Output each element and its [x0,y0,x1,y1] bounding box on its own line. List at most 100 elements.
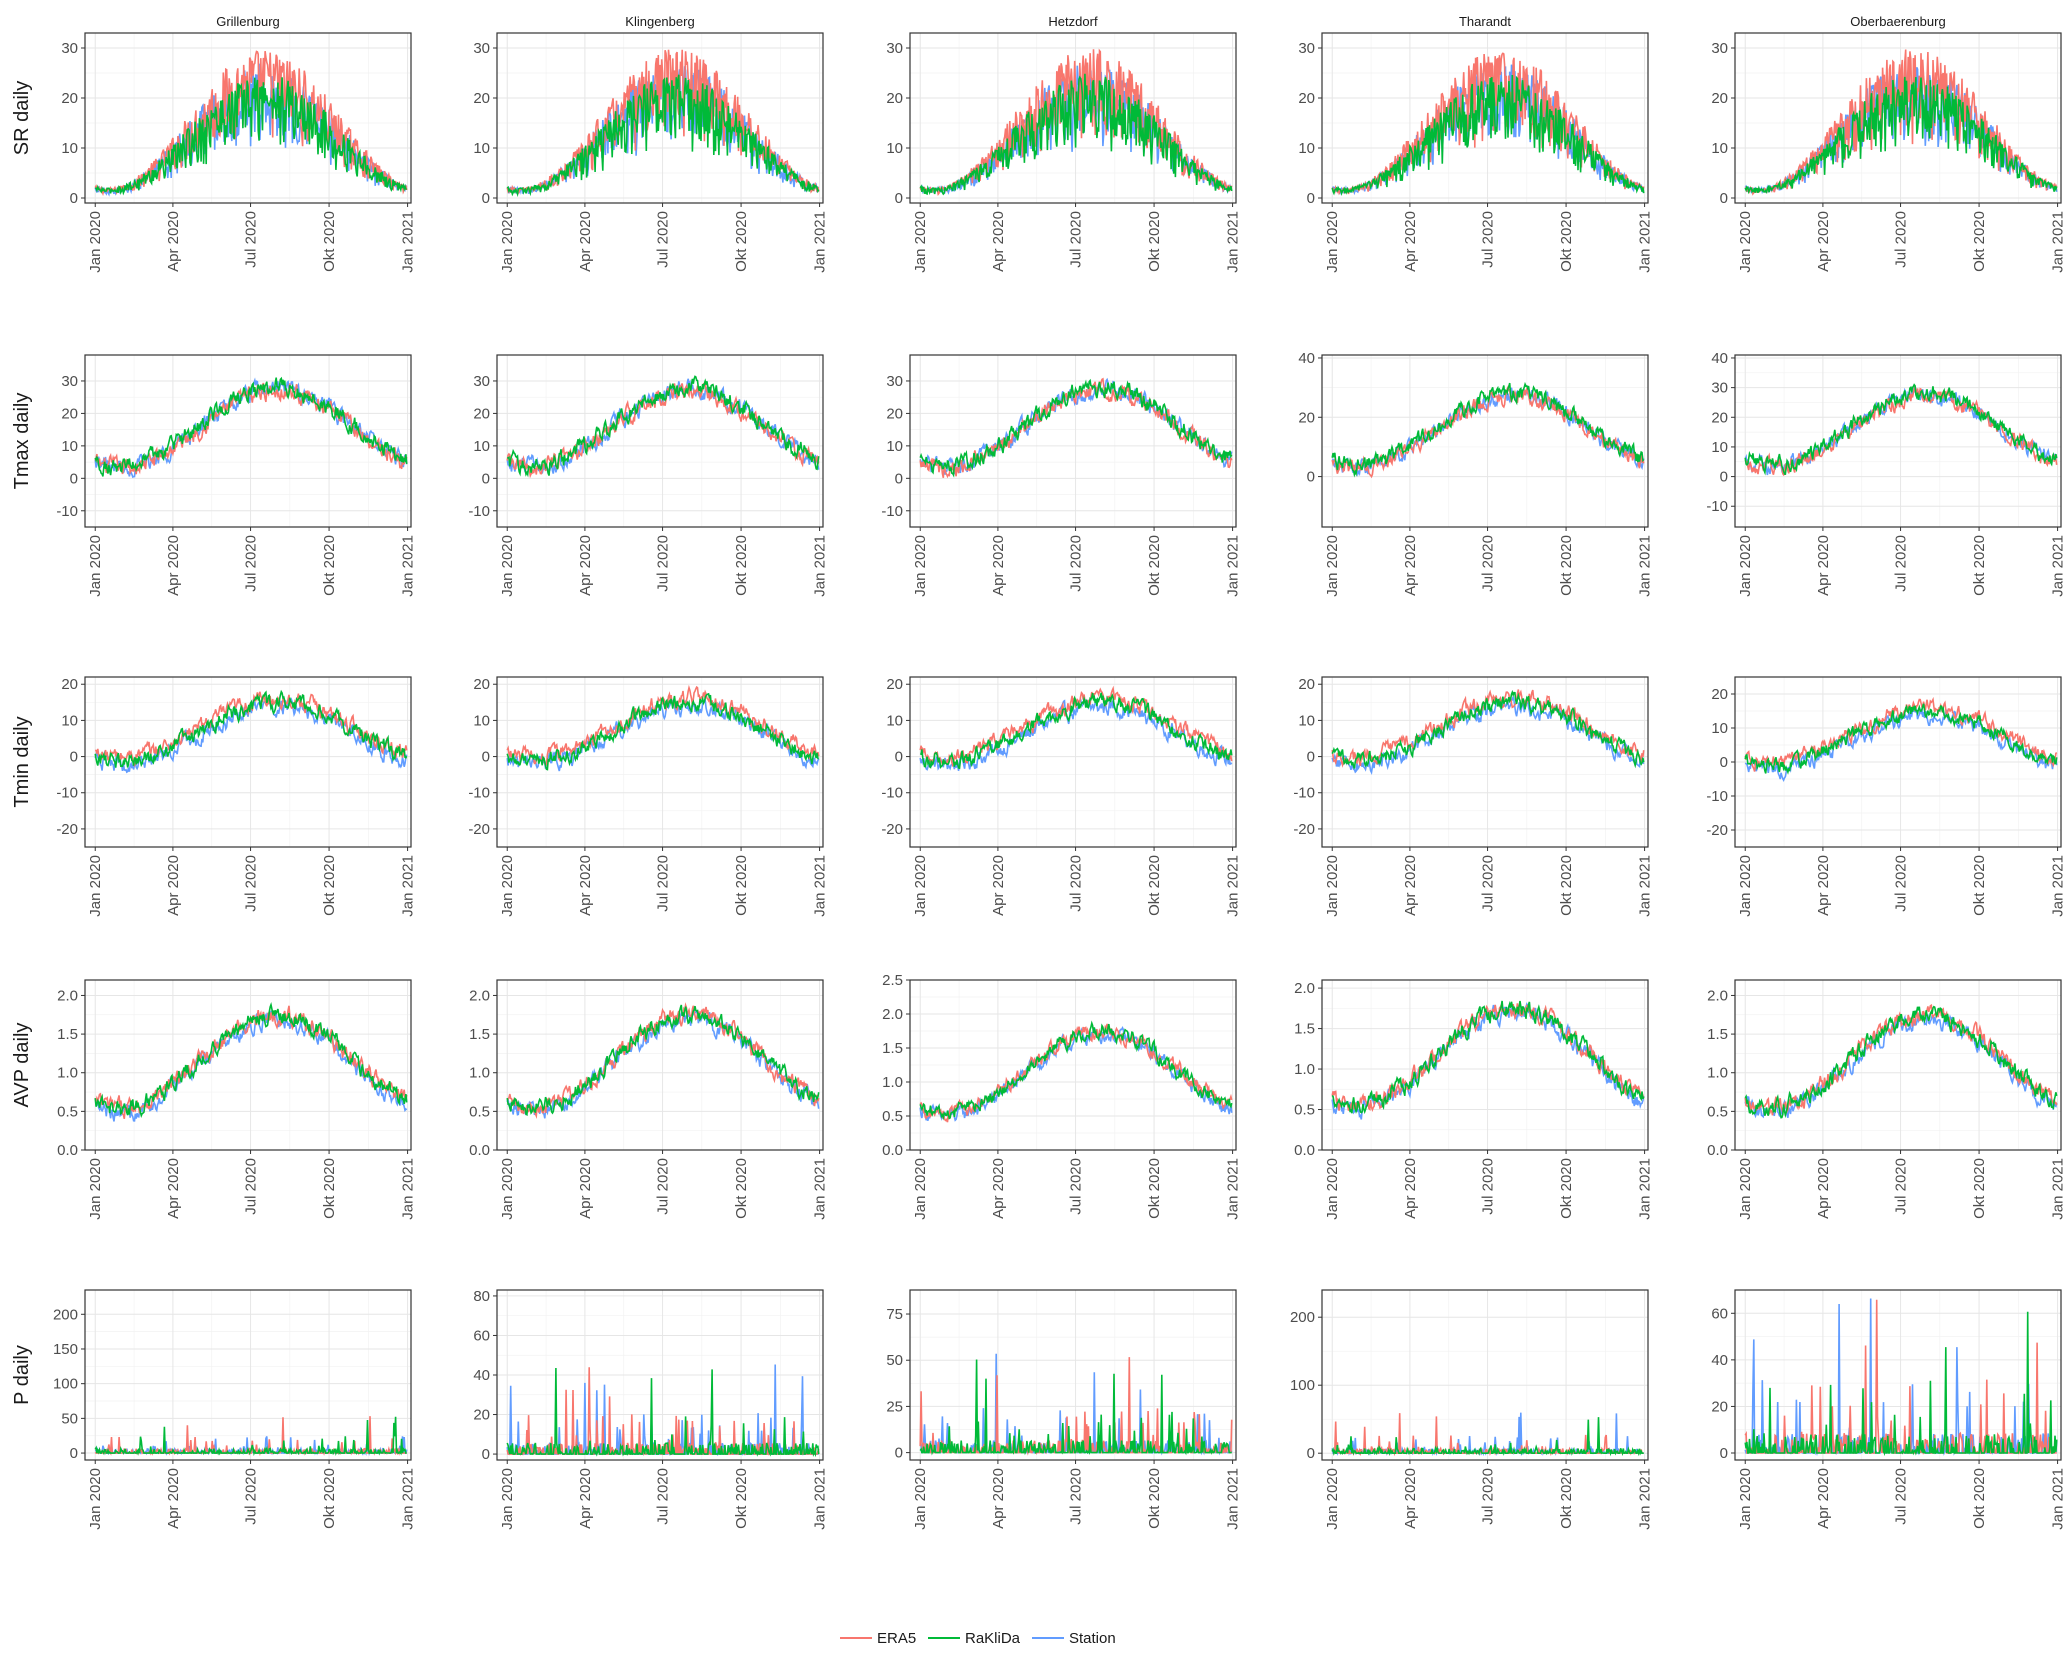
x-tick-label: Okt 2020 [1558,1468,1575,1529]
y-tick-label: 0 [1307,190,1315,207]
panel-sr-klingenberg: 0 10 20 30 Jan 2020 Apr 2020 Jul 2020 Okt 2020 J… [473,32,829,273]
y-tick-label: 10 [1298,140,1315,157]
x-tick-label: Apr 2020 [1815,211,1832,272]
x-tick-label: Jan 2020 [499,1468,516,1530]
x-tick-label: Jan 2020 [1737,855,1754,917]
y-tick-label: 30 [1711,40,1728,57]
x-tick-label: Jan 2020 [912,1158,929,1220]
y-tick-label: 1.0 [1707,1065,1728,1082]
panel-tmax-oberbaerenburg: -10 0 10 20 30 40 Jan 2020 Apr 2020 Jul 2020 Okt … [1706,350,2066,597]
x-tick-label: Apr 2020 [990,855,1007,916]
x-tick-label: Apr 2020 [1402,1158,1419,1219]
x-tick-label: Jan 2020 [1324,1468,1341,1530]
y-tick-label: 0.5 [1294,1102,1315,1119]
x-tick-label: Jan 2020 [87,1468,104,1530]
panel-background [1735,1290,2061,1460]
legend-item-station: Station [1032,1630,1116,1647]
panel-sr-hetzdorf: 0 10 20 30 Jan 2020 Apr 2020 Jul 2020 Okt 2020 J… [886,32,1242,273]
series-line-era5 [94,50,408,197]
x-tick-label: Jul 2020 [655,1158,672,1215]
x-tick-label: Jan 2020 [912,1468,929,1530]
x-tick-label: Jan 2021 [2050,535,2067,597]
y-tick-label: 30 [886,373,903,390]
x-tick-label: Jan 2021 [2050,855,2067,917]
panel-sr-oberbaerenburg: 0 10 20 30 Jan 2020 Apr 2020 Jul 2020 Okt 2020 J… [1711,32,2067,273]
panel-p-tharandt: 0 100 200 Jan 2020 Apr 2020 Jul 2020 Okt 2020 J… [1290,1289,1654,1530]
x-tick-label: Jan 2020 [87,535,104,597]
panel-border [496,676,824,848]
y-tick-label: 0.5 [57,1103,78,1120]
x-tick-label: Jan 2020 [1324,535,1341,597]
row-label-sr: SR daily [11,81,33,155]
y-tick-label: 0 [1307,749,1315,766]
x-tick-label: Apr 2020 [990,535,1007,596]
x-tick-label: Jan 2020 [499,211,516,273]
y-tick-label: 40 [1298,350,1315,367]
panel-tmin-klingenberg: -20 -10 0 10 20 Jan 2020 Apr 2020 Jul 2020 Okt 2… [468,676,828,917]
x-tick-label: Jul 2020 [1893,1158,1910,1215]
x-tick-label: Jul 2020 [655,855,672,912]
legend-item-era5: ERA5 [840,1630,916,1647]
y-tick-label: 2.5 [882,972,903,989]
panel-tmax-tharandt: 0 20 40 Jan 2020 Apr 2020 Jul 2020 Okt 2020 Jan… [1298,350,1653,597]
x-tick-label: Okt 2020 [1558,535,1575,596]
x-tick-label: Jan 2021 [1637,211,1654,273]
x-tick-label: Okt 2020 [321,211,338,272]
series-line-raklida [94,1416,407,1457]
x-tick-label: Jan 2020 [1324,855,1341,917]
series-line-raklida [506,74,820,198]
y-tick-label: 10 [1711,439,1728,456]
y-tick-label: 0 [895,749,903,766]
y-tick-label: 1.5 [882,1040,903,1057]
x-tick-label: Jan 2020 [87,211,104,273]
x-tick-label: Jan 2021 [1637,1158,1654,1220]
y-tick-label: 75 [886,1306,903,1323]
series-line-raklida [919,73,1233,196]
x-tick-label: Apr 2020 [1402,1468,1419,1529]
y-tick-label: 10 [886,140,903,157]
x-tick-label: Jan 2020 [1737,1158,1754,1220]
legend-label: RaKliDa [965,1630,1021,1647]
x-tick-label: Jul 2020 [1480,211,1497,268]
panel-border [84,1289,412,1461]
x-tick-label: Jul 2020 [655,211,672,268]
series-line-era5 [1331,385,1645,479]
y-tick-label: -10 [881,785,903,802]
y-tick-label: 20 [473,1407,490,1424]
y-tick-label: -10 [881,503,903,520]
x-tick-label: Apr 2020 [577,535,594,596]
x-tick-label: Okt 2020 [1146,211,1163,272]
y-tick-label: 0 [70,470,78,487]
legend-item-raklida: RaKliDa [928,1630,1021,1647]
y-tick-label: 20 [473,90,490,107]
panel-border [84,676,412,848]
panel-border [909,1289,1237,1461]
y-tick-label: 20 [61,90,78,107]
x-tick-label: Apr 2020 [990,211,1007,272]
x-tick-label: Jul 2020 [655,1468,672,1525]
panel-p-klingenberg: 0 20 40 60 80 Jan 2020 Apr 2020 Jul 2020 Okt 202… [473,1288,828,1530]
y-tick-label: 2.0 [57,987,78,1004]
panel-border [1321,676,1649,848]
series-line-raklida [1331,74,1645,196]
x-tick-label: Jul 2020 [1068,211,1085,268]
panel-background [910,355,1236,527]
panel-tmin-grillenburg: -20 -10 0 10 20 Jan 2020 Apr 2020 Jul 2020 Okt 2… [56,676,416,917]
x-tick-label: Jan 2021 [812,535,829,597]
y-tick-label: 30 [1298,40,1315,57]
y-tick-label: 40 [1711,1352,1728,1369]
x-tick-label: Okt 2020 [1971,855,1988,916]
y-tick-label: 10 [1711,720,1728,737]
y-tick-label: 0 [70,749,78,766]
panel-border [1321,32,1649,204]
panel-p-hetzdorf: 0 25 50 75 Jan 2020 Apr 2020 Jul 2020 Okt 2020 J… [886,1289,1242,1530]
y-tick-label: -10 [1706,788,1728,805]
panel-border [1734,979,2062,1151]
series-line-raklida [1331,1417,1644,1457]
series-line-raklida [919,692,1233,770]
y-tick-label: -10 [56,785,78,802]
y-tick-label: 60 [473,1327,490,1344]
y-tick-label: 0 [482,749,490,766]
y-tick-label: 0 [895,1445,903,1462]
